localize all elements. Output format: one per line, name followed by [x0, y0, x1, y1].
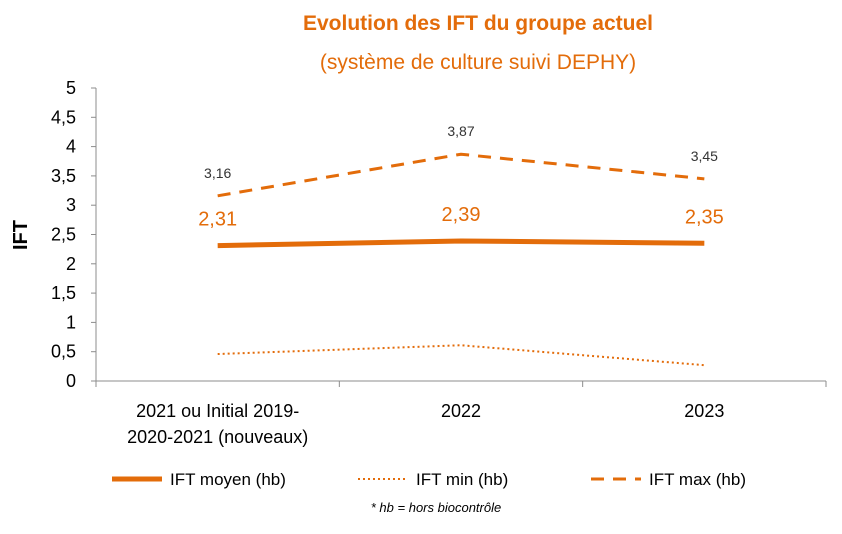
legend-label: IFT min (hb) [416, 470, 508, 489]
y-tick-label: 4 [66, 137, 76, 157]
chart-subtitle: (système de culture suivi DEPHY) [320, 51, 636, 74]
y-tick-label: 5 [66, 78, 76, 98]
legend-label: IFT moyen (hb) [170, 470, 286, 489]
y-tick-label: 2,5 [51, 225, 76, 245]
y-tick-label: 2 [66, 254, 76, 274]
legend: IFT moyen (hb) IFT min (hb) IFT max (hb) [112, 470, 746, 489]
x-tick-label: 2023 [684, 401, 724, 421]
data-label: 3,45 [691, 148, 718, 164]
chart-title: Evolution des IFT du groupe actuel [303, 12, 653, 35]
footnote: * hb = hors biocontrôle [371, 500, 501, 515]
data-label: 2,35 [685, 206, 724, 228]
y-tick-label: 0,5 [51, 342, 76, 362]
x-tick-label: 2022 [441, 401, 481, 421]
y-tick-label: 3 [66, 195, 76, 215]
x-tick-label: 2020-2021 (nouveaux) [127, 427, 308, 447]
y-tick-label: 0 [66, 371, 76, 391]
series-group [217, 152, 705, 367]
y-axis-label: IFT [10, 220, 32, 250]
series-line-solid [217, 238, 705, 249]
x-axis: 2021 ou Initial 2019- 2020-2021 (nouveaux… [95, 380, 827, 447]
data-label: 2,31 [198, 209, 237, 231]
series-line-dotted [217, 344, 705, 367]
data-label: 2,39 [442, 204, 481, 226]
series-line-dashed [217, 152, 705, 198]
data-label: 3,16 [204, 165, 231, 181]
legend-label: IFT max (hb) [649, 470, 746, 489]
y-tick-label: 4,5 [51, 107, 76, 127]
data-labels: 2,31 2,39 2,35 3,16 3,87 3,45 [198, 123, 724, 230]
y-tick-label: 1,5 [51, 283, 76, 303]
y-axis: 0 0,5 1 1,5 2 2,5 3 3,5 4 4,5 5 [51, 78, 97, 391]
data-label: 3,87 [447, 123, 474, 139]
y-tick-label: 1 [66, 312, 76, 332]
y-tick-label: 3,5 [51, 166, 76, 186]
x-tick-label: 2021 ou Initial 2019- [136, 401, 299, 421]
